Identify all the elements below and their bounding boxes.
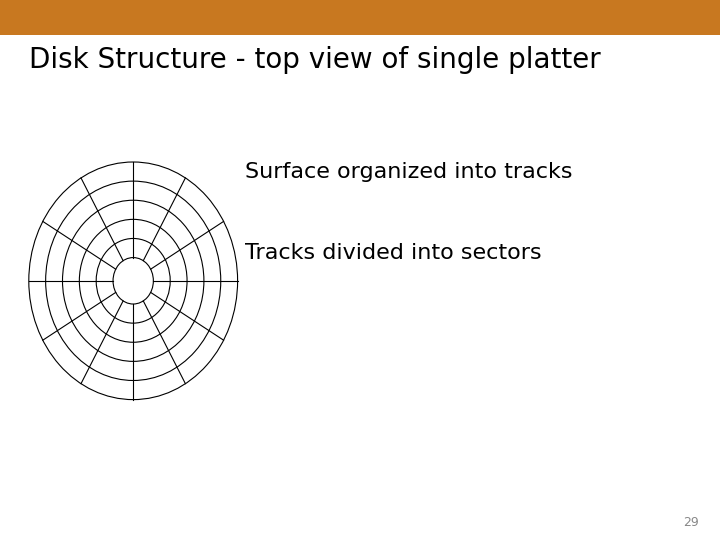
Text: 29: 29 (683, 516, 698, 529)
Text: Tracks divided into sectors: Tracks divided into sectors (245, 243, 541, 263)
Bar (0, 0, 720, 35)
Text: Surface organized into tracks: Surface organized into tracks (245, 162, 572, 182)
Text: Disk Structure - top view of single platter: Disk Structure - top view of single plat… (29, 46, 600, 74)
